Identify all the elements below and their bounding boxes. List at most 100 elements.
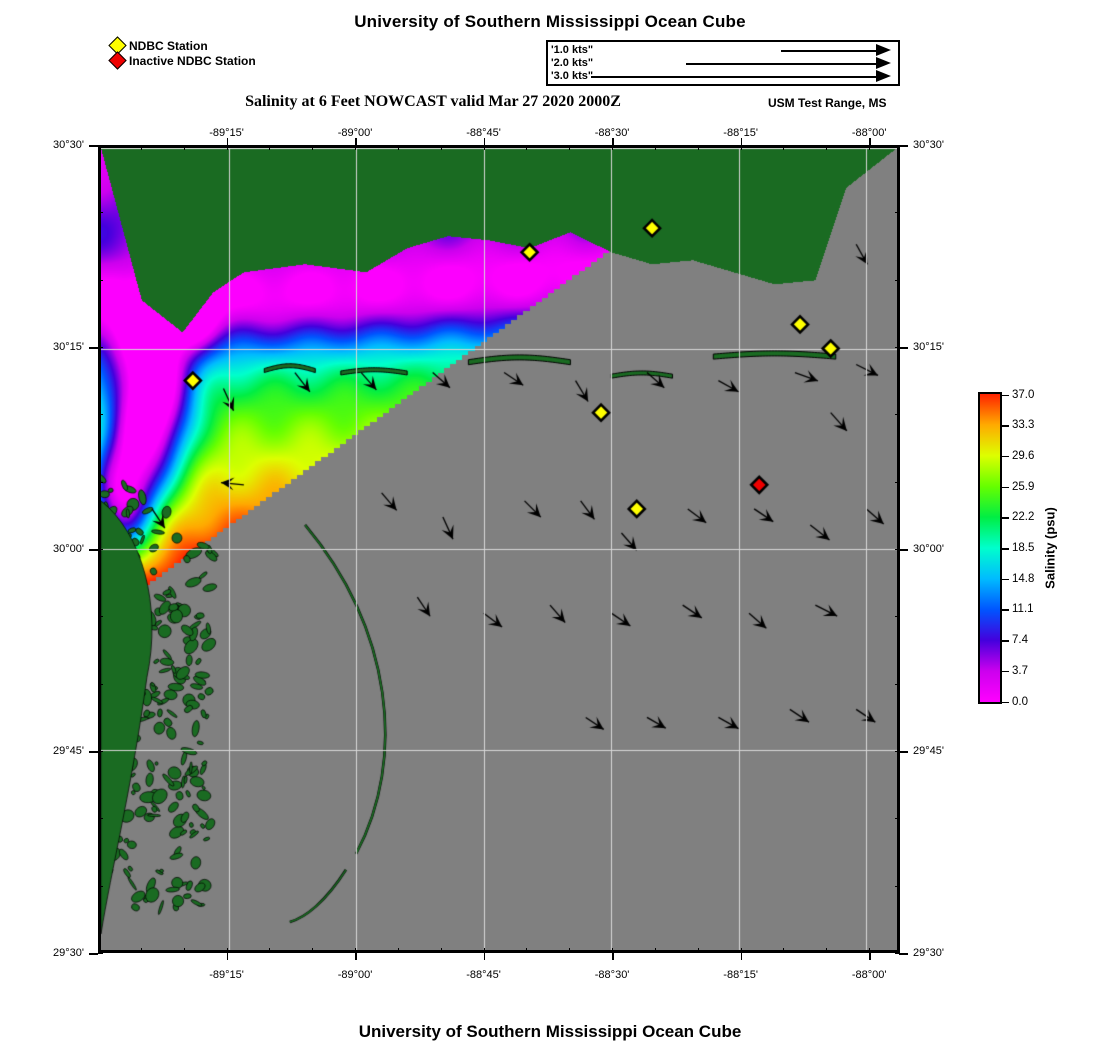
footer-title: University of Southern Mississippi Ocean…: [358, 1022, 742, 1041]
colorbar-tick: [1002, 578, 1009, 581]
colorbar-tick-label: 3.7: [1012, 664, 1028, 677]
colorbar-tick-label: 7.4: [1012, 634, 1028, 647]
colorbar-gradient: [978, 392, 1002, 704]
axis-label: 30°15': [913, 341, 944, 353]
axis-tick: [183, 948, 185, 953]
axis-tick: [826, 948, 828, 953]
axis-tick: [269, 145, 271, 150]
colorbar-tick-label: 22.2: [1012, 511, 1035, 524]
axis-tick: [697, 145, 699, 150]
axis-tick: [98, 948, 99, 953]
axis-tick: [183, 145, 185, 150]
axis-label: -88°00': [851, 127, 887, 139]
vector-scale-label: '1.0 kts": [551, 44, 594, 56]
vector-scale-label: '2.0 kts": [551, 57, 594, 69]
axis-tick: [895, 279, 900, 281]
axis-tick: [895, 481, 900, 483]
map-plot-area[interactable]: [98, 145, 900, 953]
colorbar-tick: [1002, 640, 1009, 642]
axis-label: -89°00': [337, 969, 373, 981]
axis-label: 29°30': [53, 947, 84, 959]
axis-tick: [312, 948, 314, 953]
axis-tick: [899, 145, 908, 147]
axis-tick: [226, 145, 228, 150]
axis-label: -88°45': [466, 969, 501, 981]
axis-tick: [526, 948, 528, 953]
axis-tick: [98, 549, 103, 550]
axis-tick: [98, 279, 103, 281]
legend-item-ndbc-station: NDBC Station: [108, 36, 256, 55]
axis-tick: [226, 951, 229, 960]
axis-tick: [740, 138, 743, 147]
axis-tick: [895, 616, 900, 618]
axis-tick: [654, 145, 656, 150]
axis-tick: [89, 347, 98, 349]
region-label: USM Test Range, MS: [768, 96, 887, 110]
axis-tick: [869, 145, 871, 150]
axis-tick: [89, 549, 98, 551]
chart-subtitle: Salinity at 6 Feet NOWCAST valid Mar 27 …: [245, 93, 621, 110]
axis-tick: [226, 138, 229, 147]
colorbar-tick: [1002, 455, 1009, 458]
axis-tick: [783, 948, 785, 953]
axis-tick: [355, 145, 357, 150]
vector-arrowhead-icon: [876, 44, 891, 56]
axis-tick: [895, 751, 900, 752]
axis-label: 30°15': [53, 341, 84, 353]
axis-tick: [895, 145, 900, 146]
axis-label: 30°00': [913, 543, 944, 555]
colorbar-tick-label: 0.0: [1012, 695, 1028, 708]
axis-label: -88°30': [594, 127, 630, 139]
axis-label: -88°00': [851, 969, 887, 981]
colorbar-tick: [1002, 701, 1009, 704]
axis-tick: [98, 616, 103, 618]
axis-tick: [895, 818, 900, 820]
axis-tick: [740, 145, 742, 150]
axis-label: -89°15': [209, 127, 244, 139]
axis-label: 29°45': [913, 745, 944, 757]
colorbar-tick-label: 18.5: [1012, 542, 1035, 554]
axis-tick: [526, 145, 528, 150]
vector-scale-row: '2.0 kts": [548, 57, 898, 71]
axis-tick: [899, 751, 908, 753]
colorbar-tick-label: 14.8: [1012, 572, 1035, 585]
colorbar-tick-label: 37.0: [1012, 388, 1035, 401]
vector-scale-legend: '1.0 kts" '2.0 kts" '3.0 kts": [546, 40, 900, 86]
axis-tick: [98, 145, 99, 150]
vector-shaft: [591, 76, 876, 78]
axis-tick: [98, 481, 103, 483]
axis-tick: [895, 953, 900, 954]
axis-tick: [89, 145, 98, 147]
axis-tick: [140, 145, 142, 150]
colorbar-tick: [1002, 517, 1009, 519]
axis-tick: [98, 953, 103, 954]
axis-tick: [899, 549, 908, 551]
axis-tick: [98, 414, 103, 416]
axis-tick: [89, 751, 98, 753]
axis-tick: [697, 948, 699, 953]
vector-scale-row: '3.0 kts": [548, 70, 898, 84]
legend-label: NDBC Station: [129, 38, 208, 53]
axis-tick: [226, 948, 228, 953]
axis-tick: [98, 145, 103, 146]
axis-label: -89°00': [337, 127, 373, 139]
axis-tick: [397, 145, 399, 150]
vector-scale-label: '3.0 kts": [551, 70, 594, 82]
axis-tick: [612, 138, 614, 147]
colorbar-tick-label: 11.1: [1012, 603, 1034, 616]
axis-tick: [869, 951, 871, 960]
colorbar-tick: [1002, 486, 1009, 489]
axis-tick: [140, 948, 142, 953]
axis-tick: [899, 347, 908, 349]
colorbar-tick: [1002, 425, 1009, 427]
colorbar-title: Salinity (psu): [1042, 507, 1058, 589]
colorbar-tick: [1002, 609, 1009, 611]
axis-label: -88°15': [723, 127, 758, 139]
axis-tick: [612, 951, 614, 960]
vector-shaft: [781, 50, 876, 52]
axis-tick: [355, 948, 357, 953]
axis-tick: [98, 212, 103, 214]
axis-tick: [98, 347, 103, 348]
axis-tick: [440, 948, 442, 953]
colorbar-tick-label: 33.3: [1012, 419, 1035, 432]
